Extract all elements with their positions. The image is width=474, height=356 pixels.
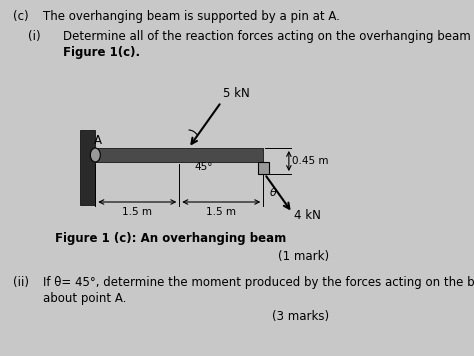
Circle shape — [91, 148, 100, 162]
Text: θ: θ — [270, 188, 276, 198]
Text: Figure 1 (c): An overhanging beam: Figure 1 (c): An overhanging beam — [55, 232, 286, 245]
Text: 1.5 m: 1.5 m — [122, 207, 152, 217]
Text: (i): (i) — [28, 30, 41, 43]
Bar — [80, 130, 95, 205]
Text: (3 marks): (3 marks) — [272, 310, 328, 323]
Text: 45°: 45° — [194, 162, 213, 172]
Text: 1.5 m: 1.5 m — [206, 207, 236, 217]
Bar — [95, 148, 263, 162]
Text: If θ= 45°, determine the moment produced by the forces acting on the beam: If θ= 45°, determine the moment produced… — [43, 276, 474, 289]
Text: 0.45 m: 0.45 m — [292, 156, 328, 166]
Text: 5 kN: 5 kN — [223, 87, 249, 100]
Text: Determine all of the reaction forces acting on the overhanging beam in: Determine all of the reaction forces act… — [63, 30, 474, 43]
Text: 4 kN: 4 kN — [294, 209, 321, 222]
Text: A: A — [94, 134, 102, 147]
Bar — [257, 162, 269, 174]
Text: Figure 1(c).: Figure 1(c). — [63, 46, 140, 59]
Text: about point A.: about point A. — [43, 292, 126, 305]
Text: (c): (c) — [13, 10, 28, 23]
Text: (1 mark): (1 mark) — [278, 250, 328, 263]
Text: The overhanging beam is supported by a pin at A.: The overhanging beam is supported by a p… — [43, 10, 339, 23]
Text: (ii): (ii) — [13, 276, 29, 289]
